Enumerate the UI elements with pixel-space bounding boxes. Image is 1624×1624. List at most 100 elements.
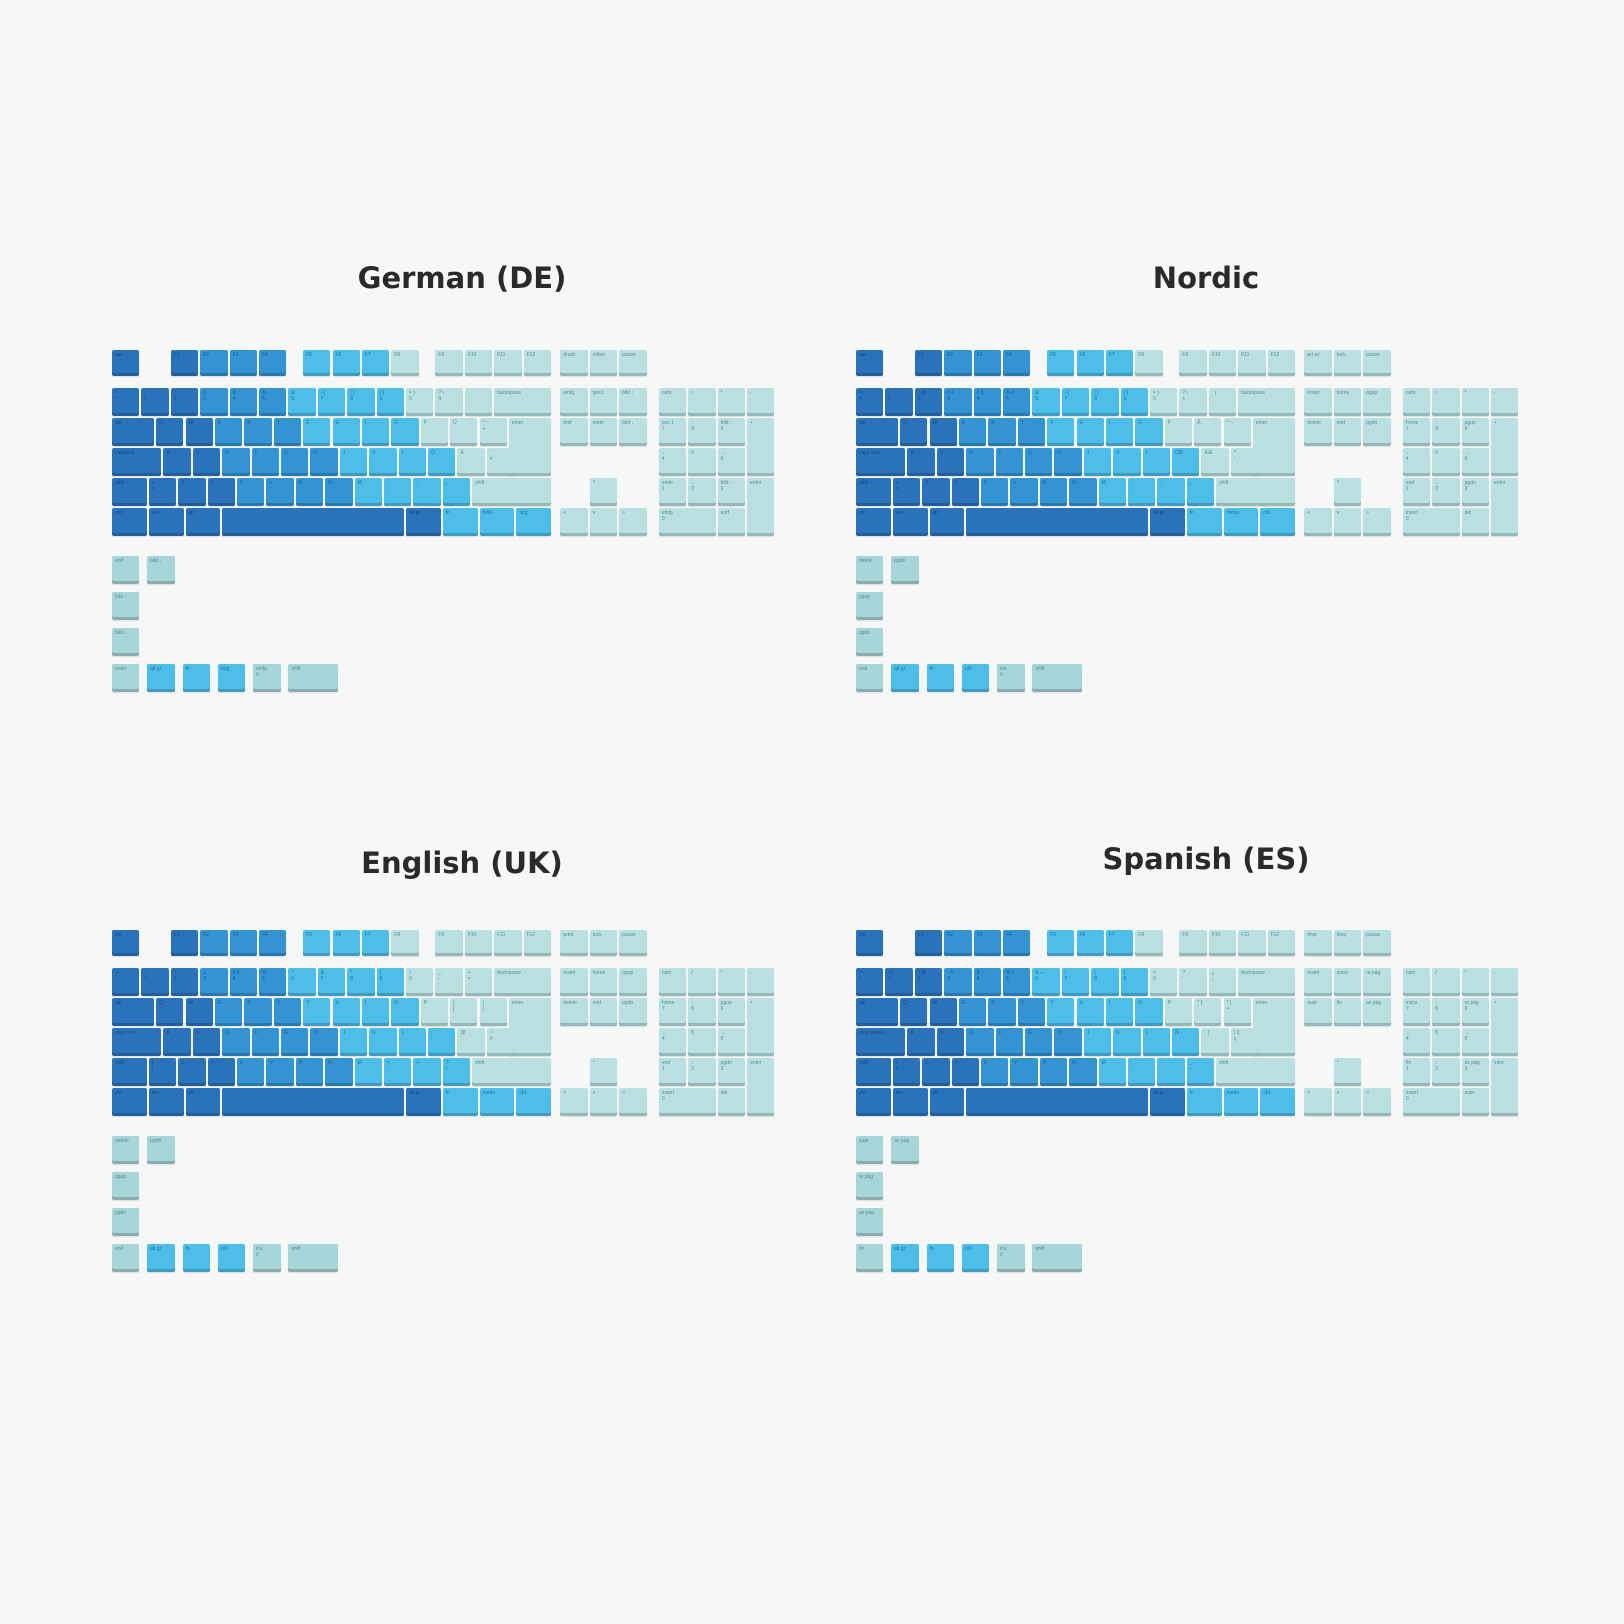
- keycap: $4: [229, 388, 257, 416]
- numpad-key: -: [1491, 968, 1519, 996]
- function-key: F7: [1105, 350, 1134, 376]
- numpad-key: → 6: [717, 1028, 746, 1056]
- keycap: Y: [1047, 998, 1075, 1026]
- backspace-key: backspace: [1238, 388, 1295, 416]
- nav-key: delete: [560, 998, 588, 1026]
- function-key: F11: [494, 930, 522, 956]
- fn-key: fn: [1186, 508, 1222, 536]
- keycap: V: [1010, 1058, 1038, 1086]
- enter-key: enter: [508, 418, 551, 476]
- panel-german: German (DE) esc F1 F2 F3 F4 F5 F6 F7 F8 F9 F10 F11 F…: [112, 255, 812, 715]
- function-key: F7: [361, 350, 390, 376]
- arrow-down-key: v: [1333, 508, 1362, 536]
- keycap: H: [1054, 1028, 1082, 1056]
- extra-keycap: pgdn: [856, 628, 884, 656]
- arrow-left-key: <: [560, 508, 588, 536]
- extra-keycap: shift: [288, 664, 338, 692]
- keycap: F: [995, 1028, 1024, 1056]
- keycap: O: [1135, 998, 1163, 1026]
- nav-key: insert: [560, 968, 588, 996]
- keycap-set: esc F1 F2 F3 F4 F5 F6 F7 F8 F9 F10 F11 F12 print lock p…: [112, 930, 812, 1390]
- keycap: ! 1: [885, 388, 913, 416]
- function-key: F1: [170, 930, 199, 956]
- keycap: % 5: [259, 968, 287, 996]
- keycap: B: [1039, 478, 1068, 506]
- numpad-key: entf,: [717, 508, 746, 536]
- function-key: F9: [1179, 350, 1207, 376]
- function-key: F4: [259, 350, 287, 376]
- numpad-key: pgup 9: [717, 998, 746, 1026]
- arrow-down-key: v: [589, 1088, 618, 1116]
- keycap: P: [420, 418, 449, 446]
- numpad-key: pgup 9: [1461, 418, 1490, 446]
- nav-key: av pág: [1363, 998, 1391, 1026]
- keycap: A: [907, 448, 935, 476]
- keycap: ¿ ¡: [1208, 968, 1237, 996]
- keycap: Ä: [457, 448, 485, 476]
- keycap: R: [244, 998, 272, 1026]
- numpad-plus-key: +: [1491, 418, 1519, 476]
- nav-key: print: [560, 930, 588, 956]
- keycap: F: [251, 448, 280, 476]
- esc-key: esc: [856, 930, 884, 956]
- keycap: S: [936, 448, 965, 476]
- keycap: <,: [383, 1058, 412, 1086]
- extra-keycap: pgdn: [891, 556, 919, 584]
- keycap: A: [907, 1028, 935, 1056]
- keycap: W: [185, 418, 213, 446]
- arrow-right-key: >: [1363, 1088, 1391, 1116]
- arrow-right-key: >: [619, 508, 647, 536]
- tab-key: tab: [112, 418, 155, 446]
- keycap: ^ 6: [288, 968, 316, 996]
- numpad-key: av pág 3: [1461, 1058, 1490, 1086]
- nav-key: pause: [619, 350, 647, 376]
- numpad-key: 5: [1432, 1028, 1460, 1056]
- nav-key: supr: [1304, 998, 1332, 1026]
- extra-keycap: ctrl: [961, 1244, 990, 1272]
- keycap: U: [1076, 998, 1104, 1026]
- function-key: F3: [973, 930, 1001, 956]
- keycap: D: [222, 1028, 250, 1056]
- keycap: # £3: [944, 388, 972, 416]
- keycap: S: [192, 448, 221, 476]
- numpad-zero-key: einfg 0: [658, 508, 716, 536]
- extra-keycap: shift: [288, 1244, 338, 1272]
- panel-english-uk: English (UK) esc F1 F2 F3 F4 F5 F6 F7 F8 F9 F10 F11…: [112, 840, 812, 1300]
- function-key: F8: [1135, 350, 1163, 376]
- keycap: | \: [148, 1058, 177, 1086]
- alt-gr-key: alt gr: [406, 1088, 441, 1116]
- keycap: T: [1017, 418, 1046, 446]
- keycap: (8: [1091, 968, 1119, 996]
- numpad-key: pgdn 3: [717, 1058, 746, 1086]
- keycap: N: [1069, 478, 1097, 506]
- keycap: W: [929, 998, 957, 1026]
- keycap: & 6: [1032, 388, 1060, 416]
- keycap: D: [966, 1028, 994, 1056]
- keycap: F: [995, 448, 1024, 476]
- keycap: }]: [479, 998, 507, 1026]
- numpad-key: num: [658, 388, 687, 416]
- keycap: ( [8: [1091, 388, 1119, 416]
- keycap: :;: [428, 1028, 456, 1056]
- numpad-enter-key: intro: [1491, 1058, 1519, 1116]
- caps-lock-key: capslock: [112, 448, 162, 476]
- keycap: ;,: [1127, 1058, 1156, 1086]
- function-key: F11: [1238, 930, 1266, 956]
- keycap: B: [1039, 1058, 1068, 1086]
- nav-key: pgup: [619, 968, 647, 996]
- keycap: ! 1: [141, 968, 169, 996]
- keycap: Q: [156, 418, 184, 446]
- keycap: D: [222, 448, 250, 476]
- panel-nordic: Nordic esc F1 F2 F3 F4 F5 F6 F7 F8 F9 F10 F11 F12 prt…: [856, 255, 1556, 715]
- keycap: I: [1105, 998, 1134, 1026]
- keycap: :.: [413, 478, 441, 506]
- extra-keycap: shift: [1032, 1244, 1082, 1272]
- numpad-key: → 6: [1461, 1028, 1490, 1056]
- extra-keycap: re pág: [856, 1172, 884, 1200]
- numpad-key: /: [688, 388, 716, 416]
- enter-key: enter: [1252, 418, 1295, 476]
- nav-key: home: [589, 968, 618, 996]
- keycap: P: [420, 998, 449, 1026]
